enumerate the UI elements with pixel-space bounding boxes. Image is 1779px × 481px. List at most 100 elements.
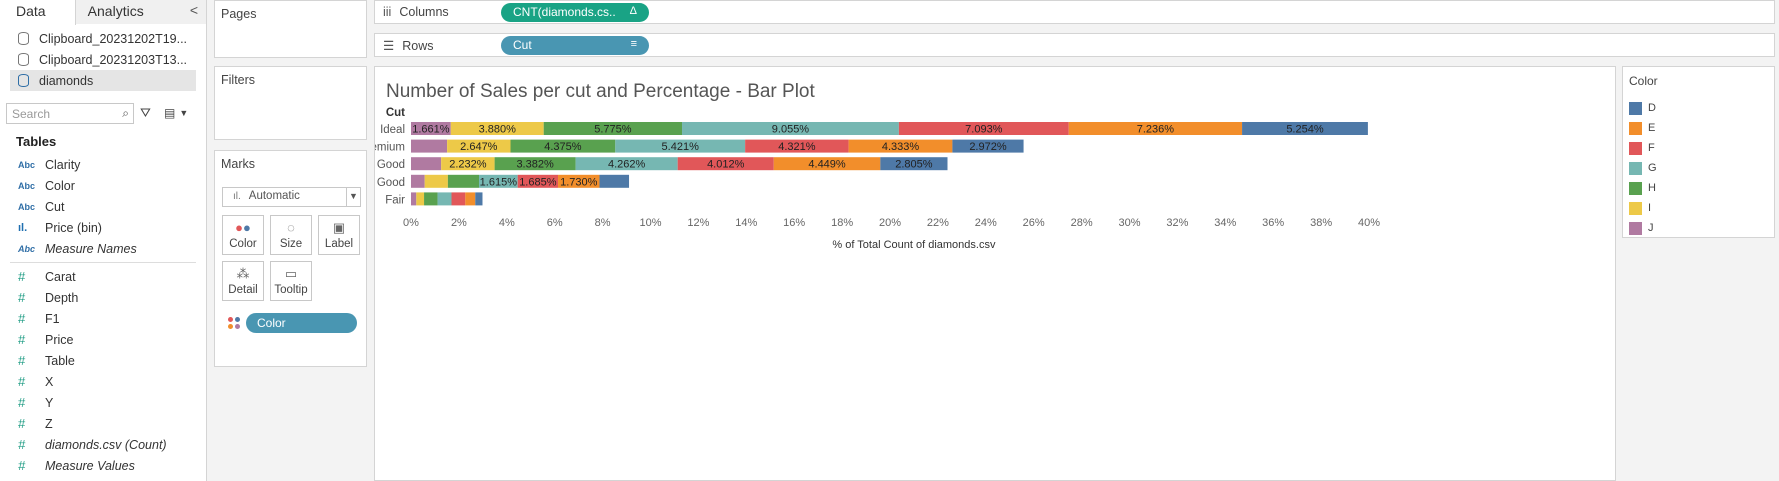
filters-card[interactable]: Filters: [214, 66, 367, 140]
bar-segment[interactable]: [615, 139, 746, 153]
bar-segment[interactable]: [517, 174, 559, 188]
mark-type-dropdown[interactable]: ıl. Automatic ▼: [222, 187, 361, 207]
palette-icon: ●●: [235, 220, 251, 235]
bar-segment[interactable]: [510, 139, 616, 153]
color-field-pill[interactable]: Color: [246, 313, 357, 333]
bar-segment[interactable]: [411, 122, 451, 135]
pages-card[interactable]: Pages: [214, 0, 367, 58]
number-type-icon: #: [18, 416, 26, 431]
measure-field[interactable]: # F1: [0, 308, 206, 329]
tooltip-button[interactable]: ▭ Tooltip: [270, 261, 312, 301]
legend-item[interactable]: H: [1623, 178, 1774, 198]
number-type-icon: #: [18, 437, 26, 452]
legend-item[interactable]: G: [1623, 158, 1774, 178]
bar-segment[interactable]: [952, 139, 1024, 153]
bar-segment[interactable]: [745, 139, 849, 153]
measure-field[interactable]: # Z: [0, 413, 206, 434]
rows-pill[interactable]: Cut ≡: [501, 36, 649, 55]
dimension-field[interactable]: Abc Cut: [0, 196, 206, 217]
data-label: 4.333%: [882, 141, 920, 153]
bar-segment[interactable]: [475, 192, 483, 206]
number-type-icon: #: [18, 311, 26, 326]
measure-field[interactable]: # diamonds.csv (Count): [0, 434, 206, 455]
sort-descending-icon: ≡: [630, 38, 637, 50]
bar-segment[interactable]: [478, 174, 518, 188]
collapse-pane-icon[interactable]: <: [189, 2, 198, 18]
rows-pill-label: Cut: [513, 38, 532, 52]
bar-segment[interactable]: [773, 157, 881, 171]
text-label-icon: ▣: [332, 220, 346, 235]
bar-segment[interactable]: [1068, 122, 1243, 135]
data-label: 2.972%: [969, 141, 1007, 153]
legend-item[interactable]: E: [1623, 118, 1774, 138]
legend-item[interactable]: J: [1623, 218, 1774, 238]
chevron-down-icon[interactable]: ▼: [179, 108, 189, 118]
legend-item[interactable]: I: [1623, 198, 1774, 218]
view-options-icon[interactable]: ▤: [164, 106, 176, 120]
bar-chart[interactable]: Cut Ideal Premium Very Good Good Fair 1.661% 3.…: [375, 100, 1615, 430]
category-label: Premium: [375, 142, 405, 154]
bar-segment[interactable]: [451, 192, 466, 206]
columns-shelf[interactable]: iii Columns CNT(diamonds.cs.. Δ: [374, 0, 1775, 24]
data-source-item-selected[interactable]: diamonds: [10, 70, 196, 91]
dimension-field[interactable]: Abc Measure Names: [0, 238, 206, 259]
bar-segment[interactable]: [575, 157, 678, 171]
bar-segment[interactable]: [543, 122, 683, 135]
dimension-field[interactable]: Abc Color: [0, 175, 206, 196]
legend-item[interactable]: F: [1623, 138, 1774, 158]
bar-segment[interactable]: [599, 174, 630, 188]
measure-field[interactable]: # Depth: [0, 287, 206, 308]
legend-label: I: [1648, 202, 1652, 214]
bar-segment[interactable]: [441, 157, 495, 171]
bar-segment[interactable]: [677, 157, 774, 171]
rows-shelf[interactable]: ☰ Rows Cut ≡: [374, 33, 1775, 57]
data-source-item[interactable]: Clipboard_20231203T13...: [0, 49, 206, 70]
data-source-list: Clipboard_20231202T19... Clipboard_20231…: [0, 24, 206, 91]
bar-segment[interactable]: [416, 192, 425, 206]
number-type-icon: #: [18, 458, 26, 473]
measure-field[interactable]: # Y: [0, 392, 206, 413]
measure-field[interactable]: # Price: [0, 329, 206, 350]
bar-segment[interactable]: [1242, 122, 1368, 135]
bar-segment[interactable]: [558, 174, 600, 188]
bar-segment[interactable]: [450, 122, 544, 135]
bar-segment[interactable]: [447, 174, 479, 188]
size-button[interactable]: ◌ Size: [270, 215, 312, 255]
x-tick-label: 32%: [1166, 217, 1188, 229]
bar-segment[interactable]: [465, 192, 476, 206]
search-input[interactable]: Search ⌕: [6, 102, 134, 124]
bar-segment[interactable]: [848, 139, 953, 153]
bar-segment[interactable]: [411, 192, 417, 206]
dimension-field[interactable]: ıl. Price (bin): [0, 217, 206, 238]
measure-field[interactable]: # Table: [0, 350, 206, 371]
data-source-item[interactable]: Clipboard_20231202T19...: [0, 28, 206, 49]
bar-segment[interactable]: [411, 157, 442, 171]
bar-segment[interactable]: [437, 192, 452, 206]
bar-segment[interactable]: [411, 174, 425, 188]
bar-segment[interactable]: [494, 157, 576, 171]
filter-icon[interactable]: ⛛: [140, 105, 151, 120]
bar-segment[interactable]: [447, 139, 511, 153]
bar-segment[interactable]: [880, 157, 948, 171]
measure-field[interactable]: # X: [0, 371, 206, 392]
bar-segment[interactable]: [411, 139, 448, 153]
columns-icon: iii: [383, 5, 392, 19]
number-type-icon: #: [18, 353, 26, 368]
dimension-field[interactable]: Abc Clarity: [0, 154, 206, 175]
tab-analytics[interactable]: Analytics <: [75, 0, 206, 24]
tab-data[interactable]: Data: [0, 0, 76, 25]
label-button[interactable]: ▣ Label: [318, 215, 360, 255]
measure-field[interactable]: # Measure Values: [0, 455, 206, 476]
detail-button[interactable]: ⁂ Detail: [222, 261, 264, 301]
bar-segment[interactable]: [424, 174, 448, 188]
bar-segment[interactable]: [424, 192, 438, 206]
bar-segment[interactable]: [898, 122, 1069, 135]
field-label: diamonds.csv (Count): [45, 437, 167, 452]
data-label: 4.262%: [608, 159, 646, 171]
columns-pill[interactable]: CNT(diamonds.cs.. Δ: [501, 3, 649, 22]
view-pane: Number of Sales per cut and Percentage -…: [374, 66, 1616, 481]
measure-field[interactable]: # Carat: [0, 266, 206, 287]
color-button[interactable]: ●● Color: [222, 215, 264, 255]
legend-item[interactable]: D: [1623, 98, 1774, 118]
bar-segment[interactable]: [682, 122, 899, 135]
